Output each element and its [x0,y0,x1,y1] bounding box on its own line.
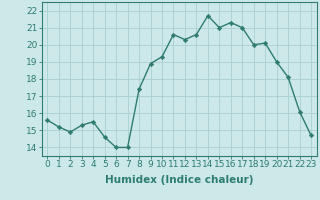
X-axis label: Humidex (Indice chaleur): Humidex (Indice chaleur) [105,175,253,185]
